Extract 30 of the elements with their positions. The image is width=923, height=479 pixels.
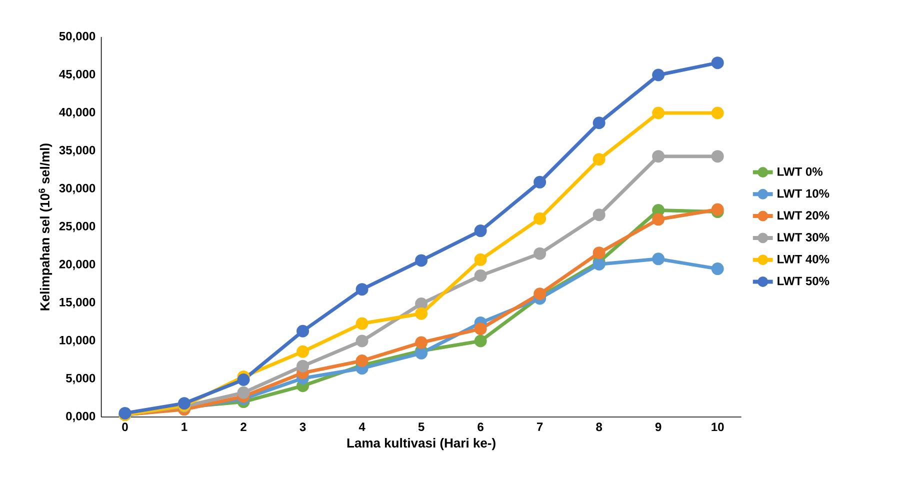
x-tick-label: 0: [122, 422, 128, 432]
y-tick-label: 50,000: [59, 32, 96, 42]
y-tick-label: 35,000: [59, 146, 96, 156]
y-tick-label: 25,000: [59, 222, 96, 232]
y-tick-label: 5,000: [66, 374, 96, 384]
x-tick-label: 5: [418, 422, 424, 432]
x-tick-label: 6: [478, 422, 484, 432]
x-tick-label: 4: [358, 422, 366, 431]
x-tick-label: 8: [596, 422, 602, 432]
y-tick-label: 15,000: [60, 298, 96, 308]
legend-label: LWT 40%: [778, 254, 830, 264]
y-tick-label: 45,000: [59, 70, 96, 80]
x-tick-label: 2: [240, 422, 246, 432]
x-tick-label: 1: [182, 422, 188, 431]
legend-label: LWT 50%: [778, 276, 830, 286]
y-tick-label: 20,000: [59, 260, 96, 270]
x-axis-title: Lama kultivasi (Hari ke-): [347, 438, 496, 450]
legend-label: LWT 30%: [778, 233, 830, 242]
x-tick-label: 10: [712, 422, 724, 432]
x-tick-label: 7: [537, 422, 543, 431]
y-tick-label: 30,000: [59, 184, 96, 194]
y-axis-title: Kelimpahan sel (10$^{6}$ sel/ml): [38, 144, 52, 310]
x-tick-label: 9: [655, 422, 662, 432]
legend-label: LWT 10%: [778, 189, 830, 198]
y-tick-label: 10,000: [60, 336, 96, 346]
x-tick-label: 3: [300, 422, 306, 432]
y-tick-label: 0,000: [66, 412, 96, 422]
legend-label: LWT 20%: [778, 211, 830, 220]
legend-label: LWT 0%: [778, 167, 822, 176]
y-tick-label: 40,000: [59, 108, 96, 118]
